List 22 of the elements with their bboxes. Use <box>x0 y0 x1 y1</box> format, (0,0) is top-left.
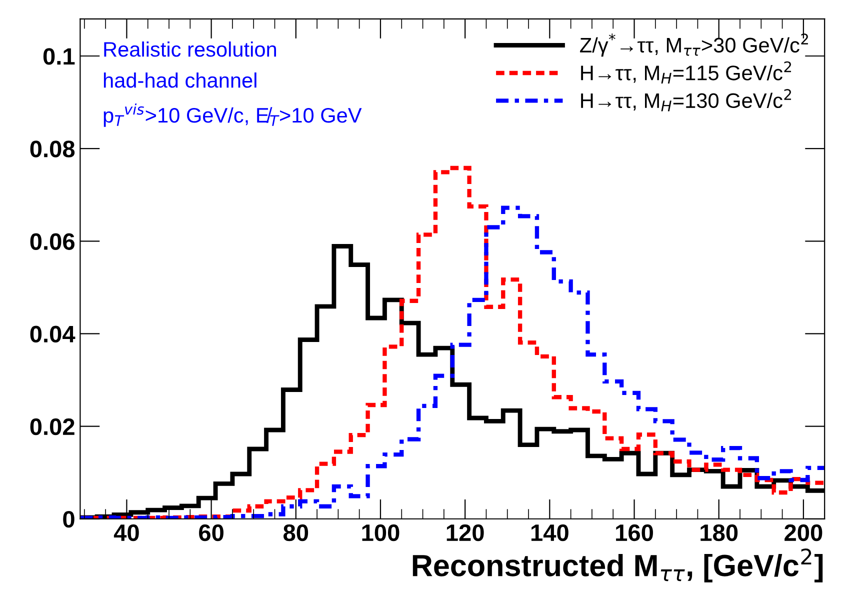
x-tick-label: 40 <box>114 524 139 542</box>
x-tick-label: 180 <box>700 524 738 542</box>
x-tick-label: 80 <box>284 524 308 542</box>
x-tick-label: 120 <box>446 524 484 542</box>
x-tick-label: 140 <box>531 524 568 542</box>
annotation: Realistic resolution <box>104 41 276 57</box>
y-tick-label: 0.04 <box>30 326 76 343</box>
legend-label: H→ττ, M$_{H}$=130 GeV/c$^{2}$ <box>581 89 792 112</box>
y-tick-label: 0 <box>63 510 74 528</box>
annotation: had-had channel <box>104 72 256 88</box>
y-tick-label: 0.02 <box>30 418 74 436</box>
y-tick-label: 0.06 <box>30 233 74 250</box>
legend-label: H→ττ, M$_{H}$=115 GeV/c$^{2}$ <box>581 61 792 84</box>
x-axis-title: Reconstructed M$_{ττ}$, [GeV/c$^{2}$] <box>412 548 823 582</box>
y-tick-label: 0.1 <box>43 48 75 65</box>
x-tick-label: 100 <box>362 524 400 542</box>
x-tick-label: 200 <box>784 524 822 542</box>
legend-label: Z/γ$^{*}$→ττ, M$_{ττ}$>30 GeV/c$^{2}$ <box>580 34 808 57</box>
x-tick-label: 60 <box>199 524 224 542</box>
annotation: p$_{T}$$^{vis}$>10 GeV/c, E̸$_{T}$>10 GeV <box>104 103 362 127</box>
y-tick-label: 0.08 <box>30 140 75 158</box>
x-tick-label: 160 <box>616 524 653 542</box>
